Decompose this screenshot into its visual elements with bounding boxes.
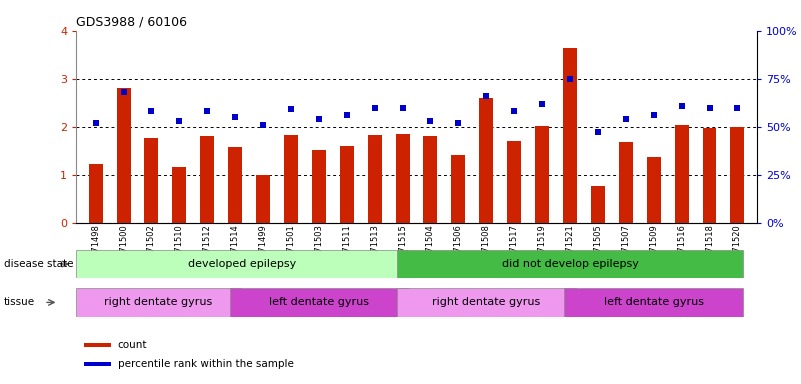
Text: right dentate gyrus: right dentate gyrus (104, 297, 212, 308)
Text: left dentate gyrus: left dentate gyrus (604, 297, 704, 308)
Bar (256, 175, 270, 223)
Bar (200, 136, 214, 223)
Bar (230, 288, 409, 317)
Text: did not develop epilepsy: did not develop epilepsy (501, 259, 638, 269)
Bar (565, 288, 743, 317)
Bar (591, 186, 605, 223)
Text: disease state: disease state (4, 259, 74, 269)
Bar (144, 138, 159, 223)
Bar (172, 167, 187, 223)
Bar (507, 141, 521, 223)
Bar (646, 157, 661, 223)
Bar (397, 250, 743, 278)
Bar (368, 136, 381, 223)
Bar (396, 134, 409, 223)
Bar (340, 146, 354, 223)
Bar (452, 155, 465, 223)
Text: right dentate gyrus: right dentate gyrus (433, 297, 541, 308)
Bar (424, 136, 437, 223)
Bar (228, 147, 242, 223)
Bar (563, 48, 577, 223)
Bar (84, 343, 111, 347)
Bar (619, 142, 633, 223)
Bar (479, 98, 493, 223)
Text: GDS3988 / 60106: GDS3988 / 60106 (76, 15, 187, 28)
Bar (89, 164, 103, 223)
Bar (535, 126, 549, 223)
Bar (397, 288, 576, 317)
Text: developed epilepsy: developed epilepsy (188, 259, 296, 269)
Text: tissue: tissue (4, 297, 35, 308)
Text: percentile rank within the sample: percentile rank within the sample (118, 359, 294, 369)
Bar (702, 128, 716, 223)
Bar (117, 88, 131, 223)
Bar (312, 150, 326, 223)
Bar (674, 125, 689, 223)
Bar (76, 250, 409, 278)
Bar (284, 135, 298, 223)
Text: left dentate gyrus: left dentate gyrus (269, 297, 368, 308)
Text: count: count (118, 340, 147, 350)
Bar (731, 127, 744, 223)
Bar (76, 288, 241, 317)
Bar (84, 362, 111, 366)
